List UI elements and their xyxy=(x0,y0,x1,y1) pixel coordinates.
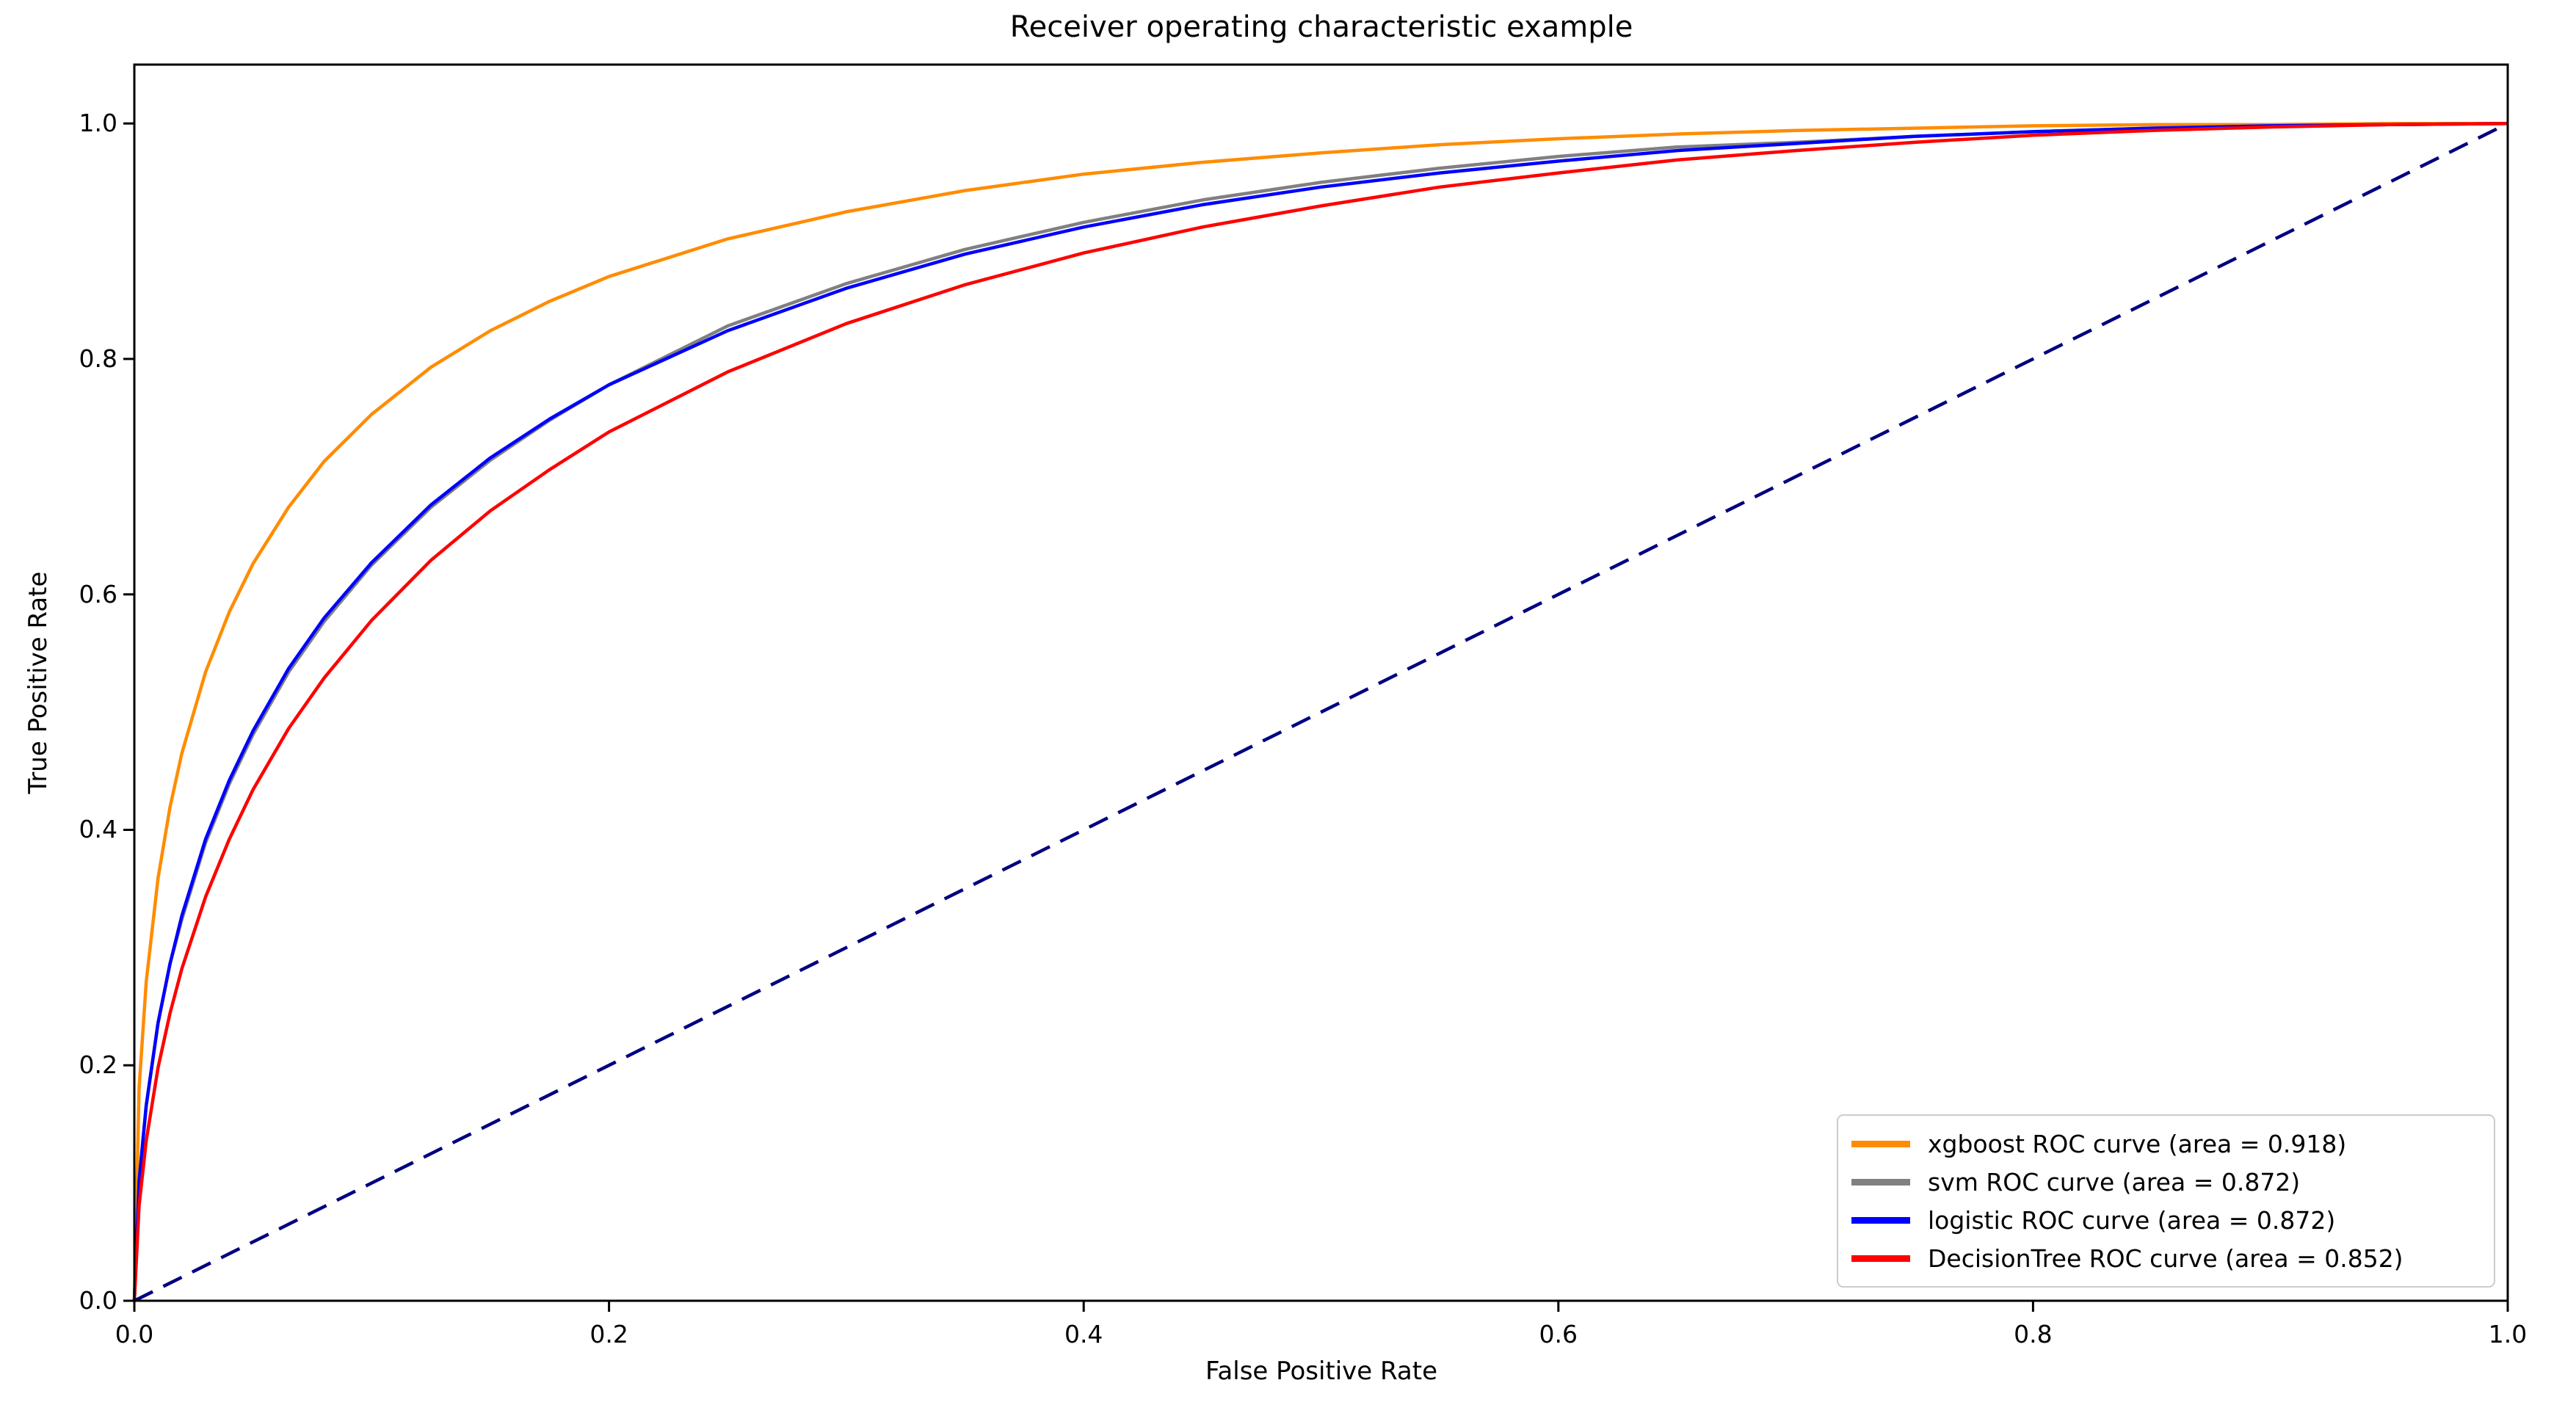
y-axis-ticks xyxy=(123,122,134,1302)
plot-frame xyxy=(133,63,2509,1302)
legend-row-logistic: logistic ROC curve (area = 0.872) xyxy=(1851,1201,2481,1239)
y-tick-label: 0.2 xyxy=(79,1050,117,1080)
legend-label-decisiontree: DecisionTree ROC curve (area = 0.852) xyxy=(1928,1244,2403,1273)
y-axis-label: True Positive Rate xyxy=(23,571,53,794)
legend-swatch-xgboost xyxy=(1851,1140,1910,1147)
legend-row-svm: svm ROC curve (area = 0.872) xyxy=(1851,1163,2481,1201)
x-tick-label: 0.8 xyxy=(2014,1320,2053,1348)
roc-curve-chance-diagonal xyxy=(134,122,2508,1303)
y-tick-label: 1.0 xyxy=(79,109,117,138)
legend-label-svm: svm ROC curve (area = 0.872) xyxy=(1928,1167,2301,1197)
roc-curve-xgboost xyxy=(132,121,2508,1301)
y-tick-label: 0.6 xyxy=(79,579,117,609)
legend-label-logistic: logistic ROC curve (area = 0.872) xyxy=(1928,1205,2336,1235)
x-tick-label: 0.0 xyxy=(115,1320,154,1348)
x-axis-ticks xyxy=(133,1301,2509,1312)
legend-box: xgboost ROC curve (area = 0.918) svm ROC… xyxy=(1837,1114,2495,1288)
y-tick-label: 0.0 xyxy=(79,1286,117,1315)
legend-swatch-svm xyxy=(1851,1178,1910,1186)
legend-label-xgboost: xgboost ROC curve (area = 0.918) xyxy=(1928,1129,2347,1158)
x-tick-label: 0.2 xyxy=(589,1320,628,1348)
y-tick-label: 0.4 xyxy=(79,815,117,844)
roc-curves-group xyxy=(132,121,2508,1303)
legend-swatch-logistic xyxy=(1851,1216,1910,1224)
x-tick-label: 1.0 xyxy=(2488,1320,2528,1348)
legend-swatch-decisiontree xyxy=(1851,1255,1910,1262)
legend-row-xgboost: xgboost ROC curve (area = 0.918) xyxy=(1851,1125,2481,1163)
x-axis-label: False Positive Rate xyxy=(1205,1357,1437,1386)
y-tick-label: 0.8 xyxy=(79,344,117,373)
x-tick-label: 0.4 xyxy=(1064,1320,1103,1348)
legend-row-decisiontree: DecisionTree ROC curve (area = 0.852) xyxy=(1851,1239,2481,1277)
chart-title: Receiver operating characteristic exampl… xyxy=(1009,10,1633,44)
roc-curve-logistic xyxy=(132,121,2508,1301)
x-tick-label: 0.6 xyxy=(1539,1320,1578,1348)
roc-curve-DecisionTree xyxy=(132,121,2508,1301)
